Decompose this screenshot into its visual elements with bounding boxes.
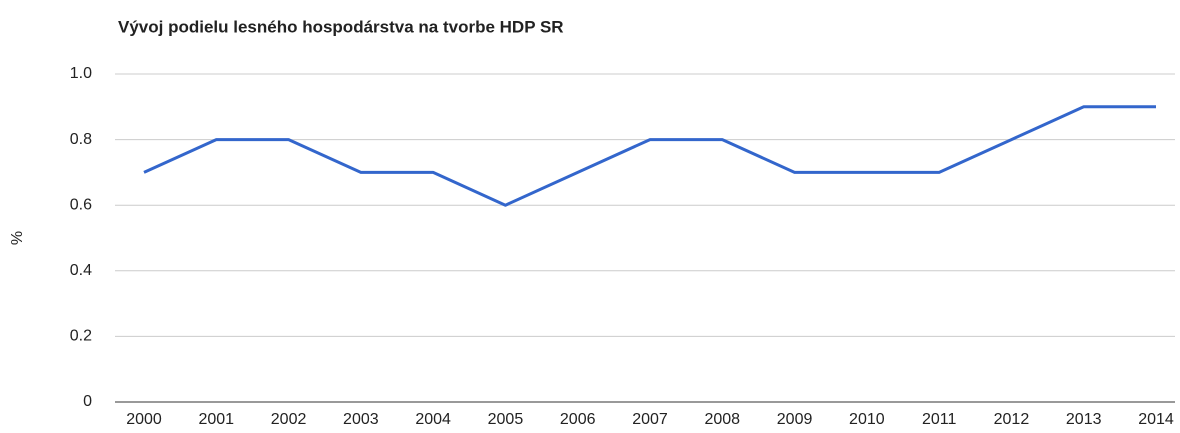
x-tick-label: 2012 xyxy=(994,411,1030,428)
x-tick-label: 2004 xyxy=(415,411,451,428)
y-axis-label: % xyxy=(9,231,26,245)
x-tick-label: 2008 xyxy=(704,411,740,428)
x-tick-label: 2003 xyxy=(343,411,379,428)
y-tick-label: 0.8 xyxy=(70,131,92,148)
y-tick-label: 0.6 xyxy=(70,196,92,213)
x-tick-label: 2014 xyxy=(1138,411,1174,428)
x-tick-label: 2000 xyxy=(126,411,162,428)
y-tick-label: 0 xyxy=(83,393,92,410)
y-tick-label: 0.2 xyxy=(70,328,92,345)
x-tick-label: 2002 xyxy=(271,411,307,428)
data-line xyxy=(143,105,1156,207)
x-tick-label: 2013 xyxy=(1066,411,1102,428)
x-tick-label: 2007 xyxy=(632,411,668,428)
chart-title: Vývoj podielu lesného hospodárstva na tv… xyxy=(118,17,564,36)
y-tick-label: 0.4 xyxy=(70,262,92,279)
y-tick-label: 1.0 xyxy=(70,65,92,82)
x-tick-label: 2011 xyxy=(922,411,957,428)
x-tick-label: 2009 xyxy=(777,411,813,428)
x-tick-label: 2006 xyxy=(560,411,596,428)
x-tick-label: 2005 xyxy=(488,411,524,428)
x-tick-label: 2001 xyxy=(198,411,234,428)
x-tick-label: 2010 xyxy=(849,411,885,428)
